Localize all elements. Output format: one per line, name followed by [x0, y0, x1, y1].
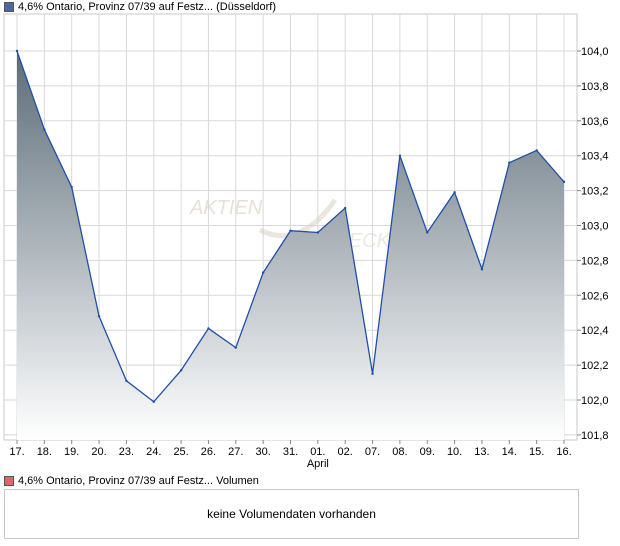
data-point [125, 379, 128, 383]
data-point [207, 327, 210, 330]
month-label: April [307, 458, 329, 470]
area-fill [17, 51, 564, 440]
x-tick-label: 23. [119, 446, 134, 458]
data-point [562, 180, 566, 184]
x-tick-label: 08. [392, 446, 407, 458]
data-point [426, 231, 429, 234]
x-tick-label: 31. [283, 446, 298, 458]
data-point [535, 149, 538, 152]
data-point [508, 161, 511, 164]
price-legend-swatch [4, 2, 14, 12]
y-tick-label: 103,8 [581, 81, 609, 93]
data-point [371, 372, 374, 376]
data-point [480, 267, 484, 271]
x-tick-label: 16. [556, 446, 571, 458]
x-tick-label: 17. [9, 446, 24, 458]
volume-legend: 4,6% Ontario, Provinz 07/39 auf Festz...… [4, 474, 259, 488]
x-tick-label: 19. [64, 446, 79, 458]
data-point [152, 400, 155, 403]
x-tick-label: 07. [365, 446, 380, 458]
x-tick-label: 02. [338, 446, 353, 458]
x-axis: 17. 18. 19. 20. 23. 24. 25. 26. 27. 30. 31. 01. 02. 0… [9, 440, 572, 470]
x-tick-label: 14. [502, 446, 517, 458]
volume-legend-label: 4,6% Ontario, Provinz 07/39 auf Festz...… [18, 475, 259, 487]
x-tick-label: 01. [310, 446, 325, 458]
y-tick-label: 103,2 [581, 186, 609, 198]
y-tick-label: 103,6 [581, 116, 609, 128]
data-point [15, 49, 19, 53]
watermark-text: AKTIEN [189, 197, 263, 219]
price-legend: 4,6% Ontario, Provinz 07/39 auf Festz...… [4, 0, 276, 14]
x-tick-label: 26. [201, 446, 216, 458]
data-point [261, 271, 265, 274]
x-tick-label: 27. [228, 446, 243, 458]
x-tick-label: 10. [447, 446, 462, 458]
data-point [398, 154, 402, 157]
data-point [316, 231, 320, 234]
volume-legend-swatch [4, 476, 14, 486]
data-point [179, 369, 183, 372]
data-point [70, 185, 73, 189]
x-tick-label: 09. [420, 446, 435, 458]
y-tick-label: 104,0 [581, 46, 609, 58]
y-axis: 104,0 103,8 103,6 103,4 103,2 103,0 102,8 102,6… [577, 46, 609, 442]
price-legend-label: 4,6% Ontario, Provinz 07/39 auf Festz...… [18, 1, 277, 13]
y-tick-label: 101,8 [581, 430, 609, 442]
x-tick-label: 15. [529, 446, 544, 458]
data-point [453, 191, 456, 194]
data-point [43, 128, 46, 131]
x-tick-label: 13. [474, 446, 489, 458]
volume-panel: keine Volumendaten vorhanden [4, 489, 579, 539]
y-tick-label: 102,6 [581, 290, 609, 302]
y-tick-label: 102,2 [581, 360, 609, 372]
y-tick-label: 102,0 [581, 395, 609, 407]
y-tick-label: 102,8 [581, 255, 609, 267]
x-tick-label: 25. [173, 446, 188, 458]
x-tick-label: 18. [37, 446, 52, 458]
data-point [234, 346, 237, 349]
no-volume-message: keine Volumendaten vorhanden [207, 507, 376, 521]
y-tick-label: 102,4 [581, 325, 609, 337]
data-point [97, 315, 101, 318]
area-series [15, 49, 566, 440]
data-point [289, 229, 292, 232]
x-tick-label: 20. [91, 446, 106, 458]
data-point [344, 206, 347, 210]
x-tick-label: 30. [256, 446, 271, 458]
y-tick-label: 103,4 [581, 151, 609, 163]
y-tick-label: 103,0 [581, 221, 609, 233]
x-tick-label: 24. [146, 446, 161, 458]
